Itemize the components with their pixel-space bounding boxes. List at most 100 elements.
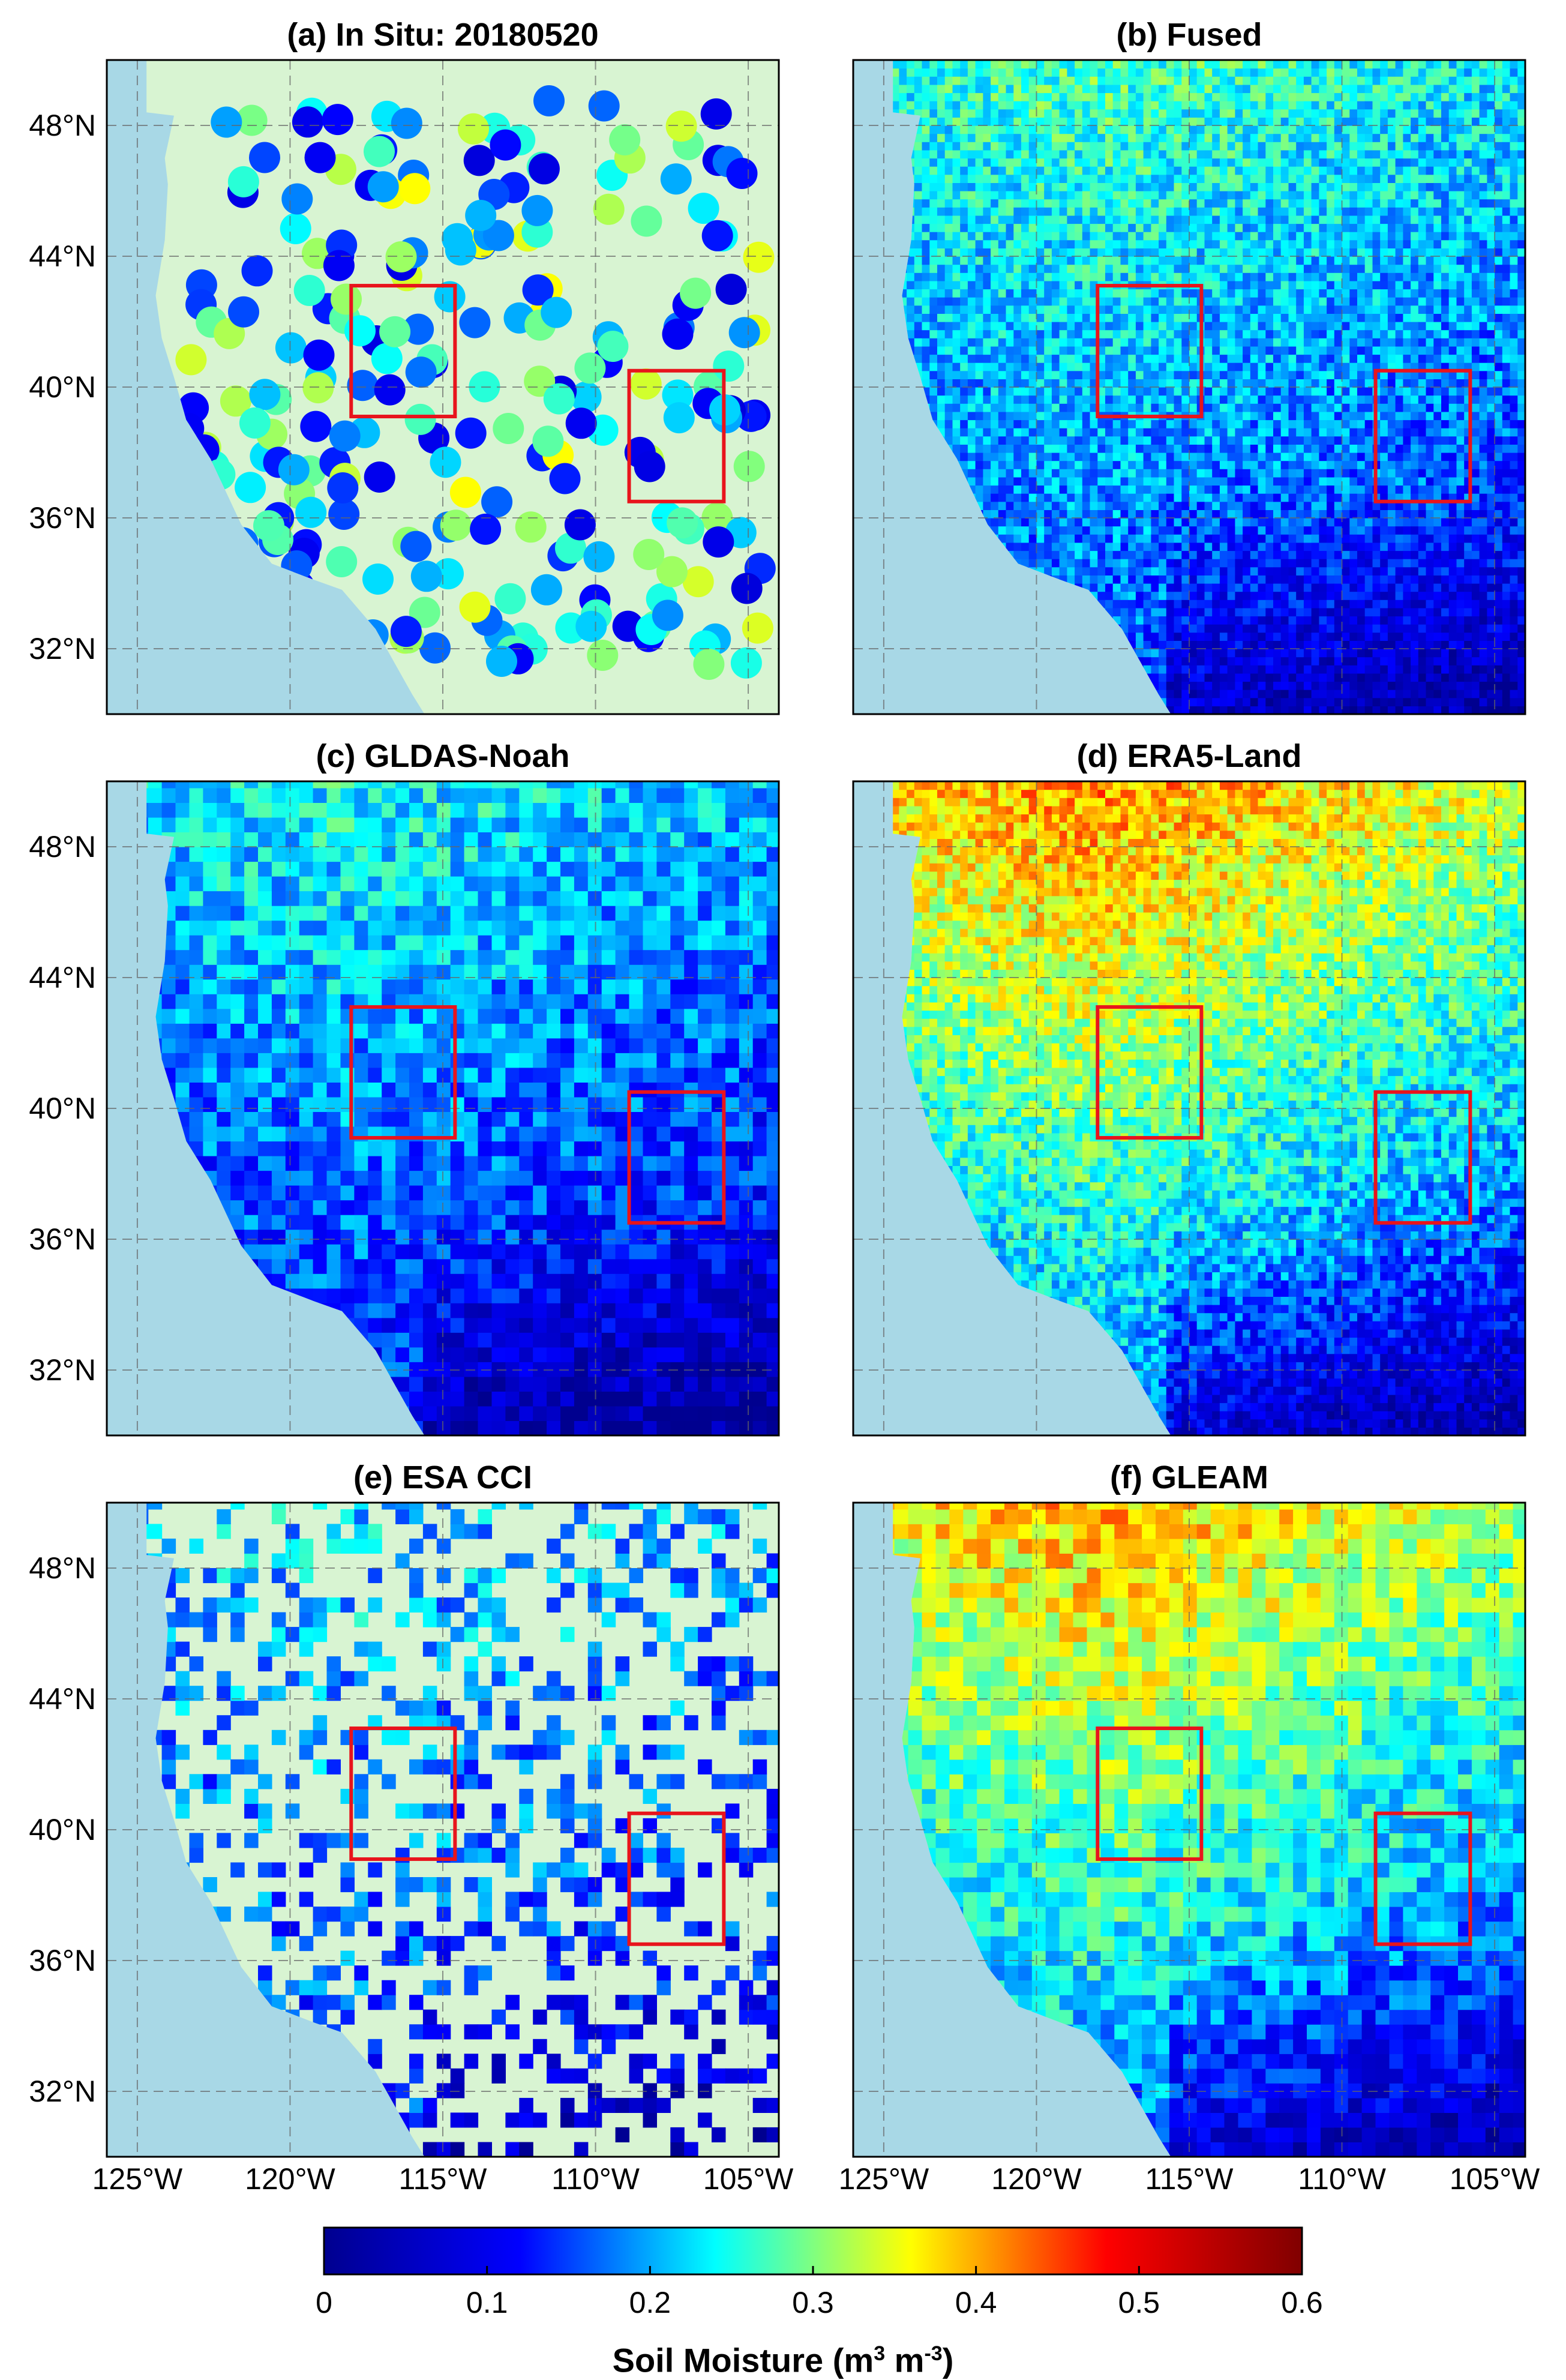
station-marker [459, 307, 490, 338]
station-marker [729, 317, 760, 348]
station-marker [305, 142, 336, 173]
station-marker [371, 343, 403, 374]
station-marker [633, 539, 664, 570]
panel-title-c: (c) GLDAS-Noah [83, 738, 803, 774]
station-marker [400, 531, 431, 562]
lon-tick-label: 115°W [371, 2164, 515, 2194]
station-marker [544, 383, 575, 415]
colorbar-title: Soil Moisture (m3 m-3) [0, 2334, 1566, 2380]
lon-tick-label: 110°W [524, 2164, 668, 2194]
map-panel-f [853, 1494, 1527, 2157]
station-marker [253, 510, 284, 541]
station-marker [464, 145, 495, 176]
station-marker [593, 194, 625, 225]
station-marker [364, 461, 395, 493]
lat-tick-label: 36°N [18, 1224, 96, 1254]
station-marker [278, 454, 310, 485]
station-marker [731, 573, 763, 604]
station-marker [295, 497, 326, 528]
lat-tick-label: 32°N [18, 2076, 96, 2106]
lon-tick-label: 125°W [65, 2164, 209, 2194]
station-marker [249, 142, 280, 173]
station-marker [292, 106, 323, 137]
station-marker [664, 402, 695, 433]
station-marker [742, 613, 773, 644]
station-marker [300, 411, 331, 442]
lon-tick-label: 105°W [1423, 2164, 1566, 2194]
station-marker [521, 195, 553, 226]
station-marker [631, 206, 662, 237]
station-marker [460, 592, 491, 623]
station-marker [652, 600, 683, 631]
station-marker [228, 296, 259, 328]
station-marker [411, 560, 442, 592]
station-marker [631, 368, 662, 400]
station-marker [242, 255, 273, 286]
station-marker [362, 563, 394, 595]
colorbar-tick-label: 0 [282, 2288, 366, 2318]
station-marker [430, 446, 461, 478]
colorbar-tick-label: 0.5 [1097, 2288, 1181, 2318]
station-marker [529, 153, 560, 184]
station-marker [494, 583, 526, 615]
station-marker [302, 372, 334, 403]
station-marker [634, 451, 665, 482]
lon-tick-label: 125°W [812, 2164, 956, 2194]
map-panel-a [107, 60, 779, 714]
colorbar-tick-label: 0.6 [1260, 2288, 1344, 2318]
lat-tick-label: 40°N [18, 1093, 96, 1123]
map-panel-c [107, 773, 781, 1435]
station-marker [329, 421, 361, 452]
station-marker [304, 340, 335, 371]
station-marker [550, 463, 581, 494]
map-panel-b [853, 60, 1526, 715]
lat-tick-label: 40°N [18, 1815, 96, 1845]
station-marker [589, 91, 620, 122]
station-marker [228, 166, 259, 197]
station-marker [583, 541, 614, 572]
station-marker [693, 649, 724, 680]
lat-tick-label: 32°N [18, 1355, 96, 1385]
station-marker [440, 509, 472, 541]
station-marker [515, 511, 547, 542]
station-marker [731, 648, 762, 679]
station-marker [486, 646, 517, 677]
station-marker [575, 611, 607, 642]
station-marker [326, 546, 357, 577]
lat-tick-label: 36°N [18, 1946, 96, 1976]
lon-tick-label: 120°W [964, 2164, 1108, 2194]
map-panel-e [107, 1494, 781, 2157]
station-marker [541, 297, 572, 328]
station-marker [364, 136, 395, 167]
colorbar-tick-label: 0.2 [608, 2288, 692, 2318]
station-marker [405, 404, 436, 435]
station-marker [442, 223, 473, 254]
panel-title-b: (b) Fused [829, 17, 1549, 53]
colorbar-tick-label: 0.4 [934, 2288, 1018, 2318]
station-marker [406, 356, 437, 388]
lon-tick-label: 120°W [218, 2164, 362, 2194]
station-marker [661, 163, 692, 194]
station-marker [688, 193, 719, 224]
station-marker [713, 350, 744, 382]
station-marker [391, 616, 422, 647]
lat-tick-label: 36°N [18, 503, 96, 533]
map-panel-d [853, 781, 1526, 1436]
station-marker [331, 284, 362, 315]
station-marker [734, 451, 765, 482]
panel-title-d: (d) ERA5-Land [829, 738, 1549, 774]
station-marker [323, 250, 355, 281]
station-marker [565, 509, 596, 541]
lat-tick-label: 44°N [18, 963, 96, 993]
lat-tick-label: 40°N [18, 372, 96, 402]
station-marker [294, 275, 325, 306]
station-marker [455, 418, 487, 449]
station-marker [531, 574, 562, 606]
station-marker [532, 425, 563, 457]
station-marker [566, 407, 597, 439]
station-marker [249, 379, 280, 410]
station-marker [450, 477, 481, 508]
lat-tick-label: 44°N [18, 1684, 96, 1714]
